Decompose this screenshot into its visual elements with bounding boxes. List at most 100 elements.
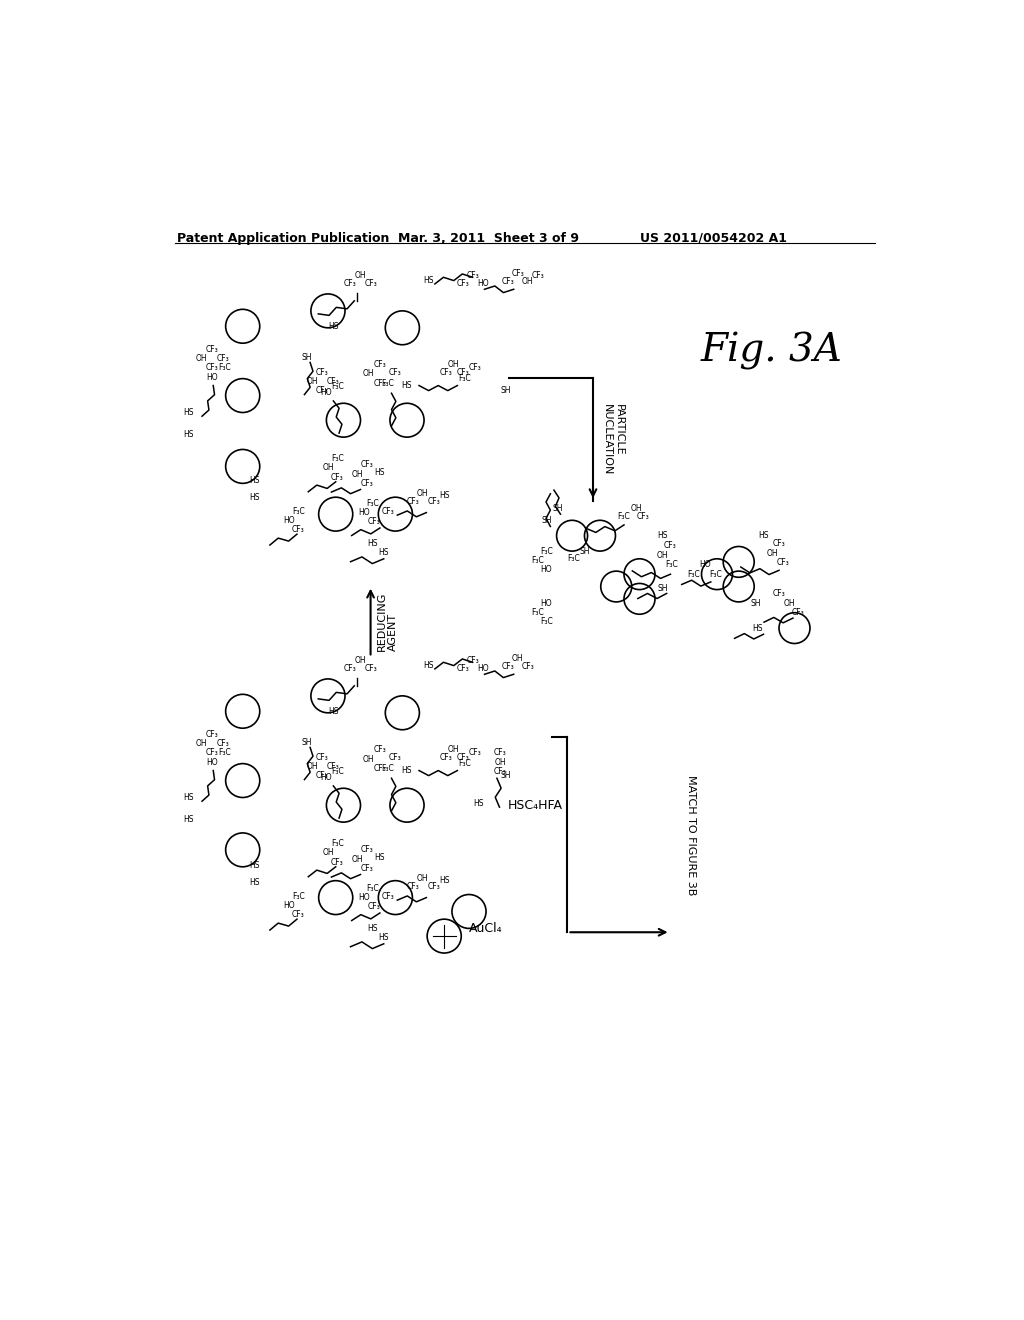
Text: HS: HS (249, 861, 260, 870)
Text: CF₃: CF₃ (374, 764, 386, 772)
Text: CF₃: CF₃ (494, 767, 507, 776)
Text: SH: SH (751, 599, 761, 609)
Text: F₃C: F₃C (540, 618, 553, 627)
Text: SH: SH (553, 504, 563, 513)
Text: OH: OH (447, 746, 460, 754)
Text: HS: HS (401, 766, 413, 775)
Text: Mar. 3, 2011  Sheet 3 of 9: Mar. 3, 2011 Sheet 3 of 9 (397, 231, 579, 244)
Text: HS: HS (657, 531, 668, 540)
Text: HS: HS (379, 548, 389, 557)
Text: CF₃: CF₃ (792, 609, 805, 618)
Text: CF₃: CF₃ (216, 739, 229, 748)
Text: CF₃: CF₃ (292, 525, 305, 535)
Text: HS: HS (439, 876, 450, 886)
Text: CF₃: CF₃ (511, 269, 524, 279)
Text: AuCl₄: AuCl₄ (469, 921, 503, 935)
Text: OH: OH (417, 488, 428, 498)
Text: OH: OH (306, 762, 318, 771)
Text: CF₃: CF₃ (315, 752, 328, 762)
Text: PARTICLE
NUCLEATION: PARTICLE NUCLEATION (602, 404, 624, 475)
Text: F₃C: F₃C (617, 512, 631, 521)
Text: F₃C: F₃C (687, 570, 700, 578)
Text: F₃C: F₃C (458, 374, 471, 383)
Text: CF₃: CF₃ (315, 368, 328, 378)
Text: HO: HO (358, 894, 371, 902)
Text: HO: HO (541, 565, 552, 574)
Text: CF₃: CF₃ (344, 664, 356, 673)
Text: CF₃: CF₃ (531, 271, 545, 280)
Text: CF₃: CF₃ (344, 279, 356, 288)
Text: F₃C: F₃C (540, 546, 553, 556)
Text: CF₃: CF₃ (327, 762, 340, 771)
Text: HS: HS (401, 381, 413, 389)
Text: CF₃: CF₃ (467, 656, 479, 665)
Text: HSC₄HFA: HSC₄HFA (507, 799, 562, 812)
Text: HS: HS (758, 531, 769, 540)
Text: HO: HO (319, 388, 332, 397)
Text: CF₃: CF₃ (773, 539, 785, 548)
Text: CF₃: CF₃ (389, 368, 401, 378)
Text: HS: HS (424, 660, 434, 669)
Text: CF₃: CF₃ (381, 507, 394, 516)
Text: SH: SH (657, 583, 668, 593)
Text: HO: HO (477, 279, 488, 288)
Text: HS: HS (249, 878, 260, 887)
Text: HO: HO (319, 774, 332, 781)
Text: SH: SH (301, 352, 311, 362)
Text: OH: OH (657, 552, 669, 560)
Text: HS: HS (249, 492, 260, 502)
Text: CF₃: CF₃ (206, 363, 218, 372)
Text: CF₃: CF₃ (776, 558, 790, 568)
Text: OH: OH (362, 755, 374, 763)
Text: F₃C: F₃C (458, 759, 471, 768)
Text: CF₃: CF₃ (407, 882, 420, 891)
Text: OH: OH (783, 599, 795, 609)
Text: CF₃: CF₃ (374, 360, 386, 370)
Text: CF₃: CF₃ (368, 517, 381, 527)
Text: CF₃: CF₃ (360, 461, 373, 470)
Text: OH: OH (417, 874, 428, 883)
Text: OH: OH (767, 549, 778, 558)
Text: F₃C: F₃C (567, 554, 580, 564)
Text: HS: HS (375, 853, 385, 862)
Text: OH: OH (512, 655, 523, 664)
Text: F₃C: F₃C (292, 891, 305, 900)
Text: CF₃: CF₃ (206, 345, 218, 354)
Text: OH: OH (447, 360, 460, 370)
Text: F₃C: F₃C (666, 561, 679, 569)
Text: HO: HO (699, 561, 712, 569)
Text: CF₃: CF₃ (428, 882, 440, 891)
Text: HO: HO (284, 516, 295, 525)
Text: CF₃: CF₃ (381, 891, 394, 900)
Text: CF₃: CF₃ (637, 512, 650, 521)
Text: CF₃: CF₃ (315, 771, 328, 780)
Text: CF₃: CF₃ (494, 748, 507, 758)
Text: CF₃: CF₃ (365, 664, 377, 673)
Text: HS: HS (329, 706, 339, 715)
Text: OH: OH (306, 378, 318, 387)
Text: CF₃: CF₃ (368, 903, 381, 911)
Text: OH: OH (351, 470, 364, 479)
Text: CF₃: CF₃ (469, 363, 481, 372)
Text: HO: HO (477, 664, 488, 673)
Text: HS: HS (439, 491, 450, 500)
Text: CF₃: CF₃ (457, 752, 469, 762)
Text: F₃C: F₃C (331, 767, 344, 776)
Text: OH: OH (354, 271, 367, 280)
Text: F₃C: F₃C (709, 570, 722, 578)
Text: CF₃: CF₃ (331, 473, 344, 482)
Text: Patent Application Publication: Patent Application Publication (177, 231, 389, 244)
Text: CF₃: CF₃ (360, 845, 373, 854)
Text: SH: SH (501, 771, 511, 780)
Text: CF₃: CF₃ (374, 746, 386, 754)
Text: F₃C: F₃C (331, 381, 344, 391)
Text: SH: SH (301, 738, 311, 747)
Text: HS: HS (424, 276, 434, 285)
Text: OH: OH (631, 504, 642, 513)
Text: HS: HS (183, 793, 194, 803)
Text: OH: OH (196, 739, 208, 748)
Text: HS: HS (249, 475, 260, 484)
Text: HO: HO (206, 758, 217, 767)
Text: CF₃: CF₃ (521, 663, 535, 671)
Text: SH: SH (542, 516, 552, 525)
